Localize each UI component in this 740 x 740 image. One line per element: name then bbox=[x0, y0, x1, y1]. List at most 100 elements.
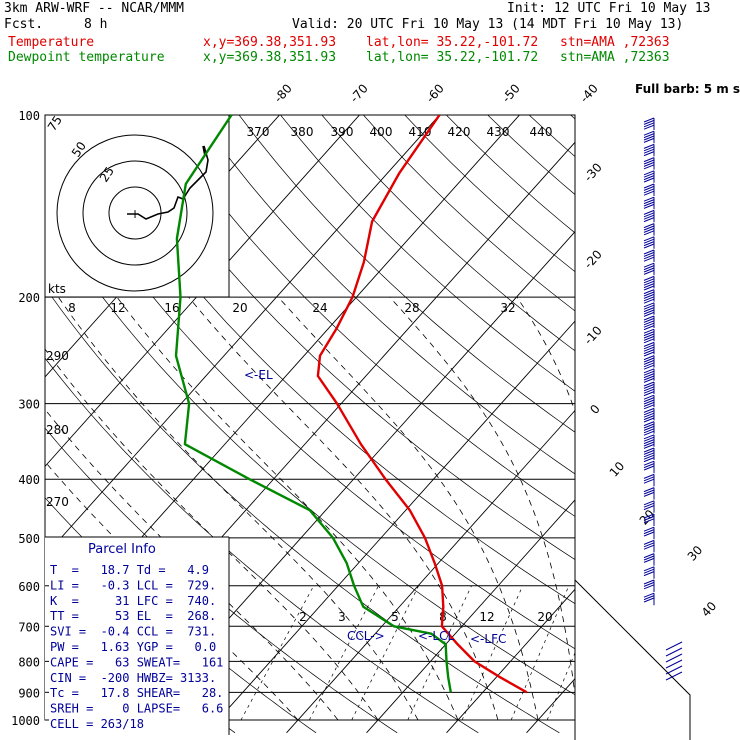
wind-barb-flag bbox=[643, 278, 655, 284]
mixing-ratio-line bbox=[638, 586, 688, 720]
wind-barb-flag bbox=[643, 177, 655, 183]
wind-barb-flag bbox=[643, 146, 655, 152]
wind-barb-flag bbox=[643, 436, 655, 442]
wind-barb-flag bbox=[643, 275, 655, 281]
wind-barb-flag bbox=[643, 269, 655, 275]
pressure-label-1000: 1000 bbox=[11, 714, 40, 728]
wind-barb-flag bbox=[643, 383, 655, 389]
wind-barb-flag bbox=[643, 439, 655, 445]
wind-barb-flag bbox=[643, 199, 655, 205]
wind-barb-flag bbox=[643, 328, 655, 334]
parcel-info-row: PW = 1.63 YGP = 0.0 bbox=[50, 640, 216, 654]
wind-barb-flag bbox=[643, 357, 655, 363]
moist-adiabat bbox=[116, 296, 459, 721]
wind-barb-flag bbox=[643, 201, 655, 207]
wind-barb-flag bbox=[643, 539, 655, 545]
wind-barb-flag bbox=[643, 256, 655, 262]
isotherm-line bbox=[206, 320, 575, 734]
temperature-station: stn=AMA ,72363 bbox=[560, 35, 670, 50]
moist-adiabat bbox=[45, 348, 379, 721]
dry-adiabat-label-270: 270 bbox=[46, 495, 69, 509]
wind-barb-flag bbox=[643, 505, 655, 511]
wind-barb-flag bbox=[643, 161, 655, 167]
wind-barb-flag bbox=[643, 502, 655, 508]
wind-barb-flag bbox=[643, 368, 655, 374]
moist-adiabat bbox=[45, 408, 339, 721]
dry-adiabat bbox=[45, 138, 575, 650]
dry-adiabat bbox=[570, 115, 575, 120]
moist-adiabat bbox=[57, 296, 419, 721]
wind-barb bbox=[665, 665, 683, 675]
pressure-label-200: 200 bbox=[18, 291, 40, 305]
parcel-info-row: CIN = -200 HWBZ= 3133. bbox=[50, 671, 216, 685]
isotherm-label: -60 bbox=[423, 81, 447, 105]
dewpoint-latlon: lat,lon= 35.22,-101.72 bbox=[366, 50, 539, 65]
dewpoint-profile bbox=[174, 115, 452, 693]
forecast-label: Fcst. bbox=[4, 17, 44, 32]
wind-barb-flag bbox=[643, 388, 655, 394]
wind-barb-flag bbox=[643, 212, 655, 218]
wind-barb-flag bbox=[643, 172, 655, 178]
wind-barb-flag bbox=[643, 443, 655, 449]
pressure-label-100: 100 bbox=[18, 109, 40, 123]
wind-barb-flag bbox=[643, 296, 655, 302]
wind-barb-flag bbox=[643, 302, 655, 308]
wind-barb-flag bbox=[643, 135, 655, 141]
wind-barb-flag bbox=[643, 454, 655, 460]
init-time: Init: 12 UTC Fri 10 May 13 bbox=[507, 1, 711, 16]
wind-barb-flag bbox=[643, 214, 655, 220]
wind-barb-flag bbox=[643, 595, 655, 601]
wind-barb bbox=[665, 671, 683, 681]
isotherm-line bbox=[45, 115, 361, 468]
wind-barb-flag bbox=[643, 404, 655, 410]
wind-barb-flag bbox=[643, 362, 655, 368]
pressure-label-600: 600 bbox=[18, 580, 40, 594]
wind-barb-flag bbox=[643, 223, 655, 229]
wind-barb-flag bbox=[643, 322, 655, 328]
wind-barb-flag bbox=[643, 434, 655, 440]
sounding-profiles bbox=[174, 115, 528, 694]
pressure-label-300: 300 bbox=[18, 398, 40, 412]
wind-barb-flag bbox=[643, 513, 655, 519]
wind-barb-flag bbox=[643, 557, 655, 563]
mixing-ratio-label-low-3: 3 bbox=[338, 610, 346, 624]
wind-barb-flag bbox=[643, 317, 655, 323]
wind-barb-flag bbox=[643, 236, 655, 242]
parcel-info-row: LI = -0.3 LCL = 729. bbox=[50, 578, 216, 592]
wind-barb-flag bbox=[643, 241, 655, 247]
wind-barb-flag bbox=[643, 133, 655, 139]
wind-barb-flag bbox=[643, 217, 655, 223]
wind-barb-flag bbox=[643, 291, 655, 297]
wind-barb-flag bbox=[643, 381, 655, 387]
wind-barb-flag bbox=[643, 487, 655, 493]
wind-barb-flag bbox=[643, 553, 655, 559]
mixing-ratio-label-low-5: 5 bbox=[391, 610, 399, 624]
hodograph-units: kts bbox=[48, 282, 66, 296]
wind-barb-flag bbox=[643, 555, 655, 561]
wind-barb-flag bbox=[643, 283, 655, 289]
mixing-ratio-line bbox=[576, 586, 630, 720]
wind-barb-flag bbox=[643, 452, 655, 458]
parcel-info-row: SVI = -0.4 CCL = 731. bbox=[50, 625, 216, 639]
parcel-info-row: SREH = 0 LAPSE= 6.6 bbox=[50, 702, 223, 716]
wind-barb-flag bbox=[643, 137, 655, 143]
parcel-info-background bbox=[45, 537, 229, 735]
isotherm-label: -40 bbox=[577, 81, 601, 105]
parcel-info-row: CAPE = 63 SWEAT= 161 bbox=[50, 655, 223, 669]
wind-barb-flag bbox=[643, 238, 655, 244]
wind-barbs: Full barb: 5 m s bbox=[635, 82, 740, 681]
wind-barb-flag bbox=[643, 465, 655, 471]
wind-barb-flag bbox=[643, 320, 655, 326]
wind-barb-flag bbox=[643, 417, 655, 423]
wind-barb-flag bbox=[643, 491, 655, 497]
wind-barb-flag bbox=[643, 117, 655, 123]
el-marker: <-EL bbox=[244, 368, 273, 382]
wind-barb-flag bbox=[643, 351, 655, 357]
wind-barb-flag bbox=[643, 175, 655, 181]
wind-barb-flag bbox=[643, 518, 655, 524]
wind-barb-flag bbox=[643, 428, 655, 434]
wind-barb-flag bbox=[643, 425, 655, 431]
dewpoint-station: stn=AMA ,72363 bbox=[560, 50, 670, 65]
theta-label-370: 370 bbox=[247, 125, 270, 139]
